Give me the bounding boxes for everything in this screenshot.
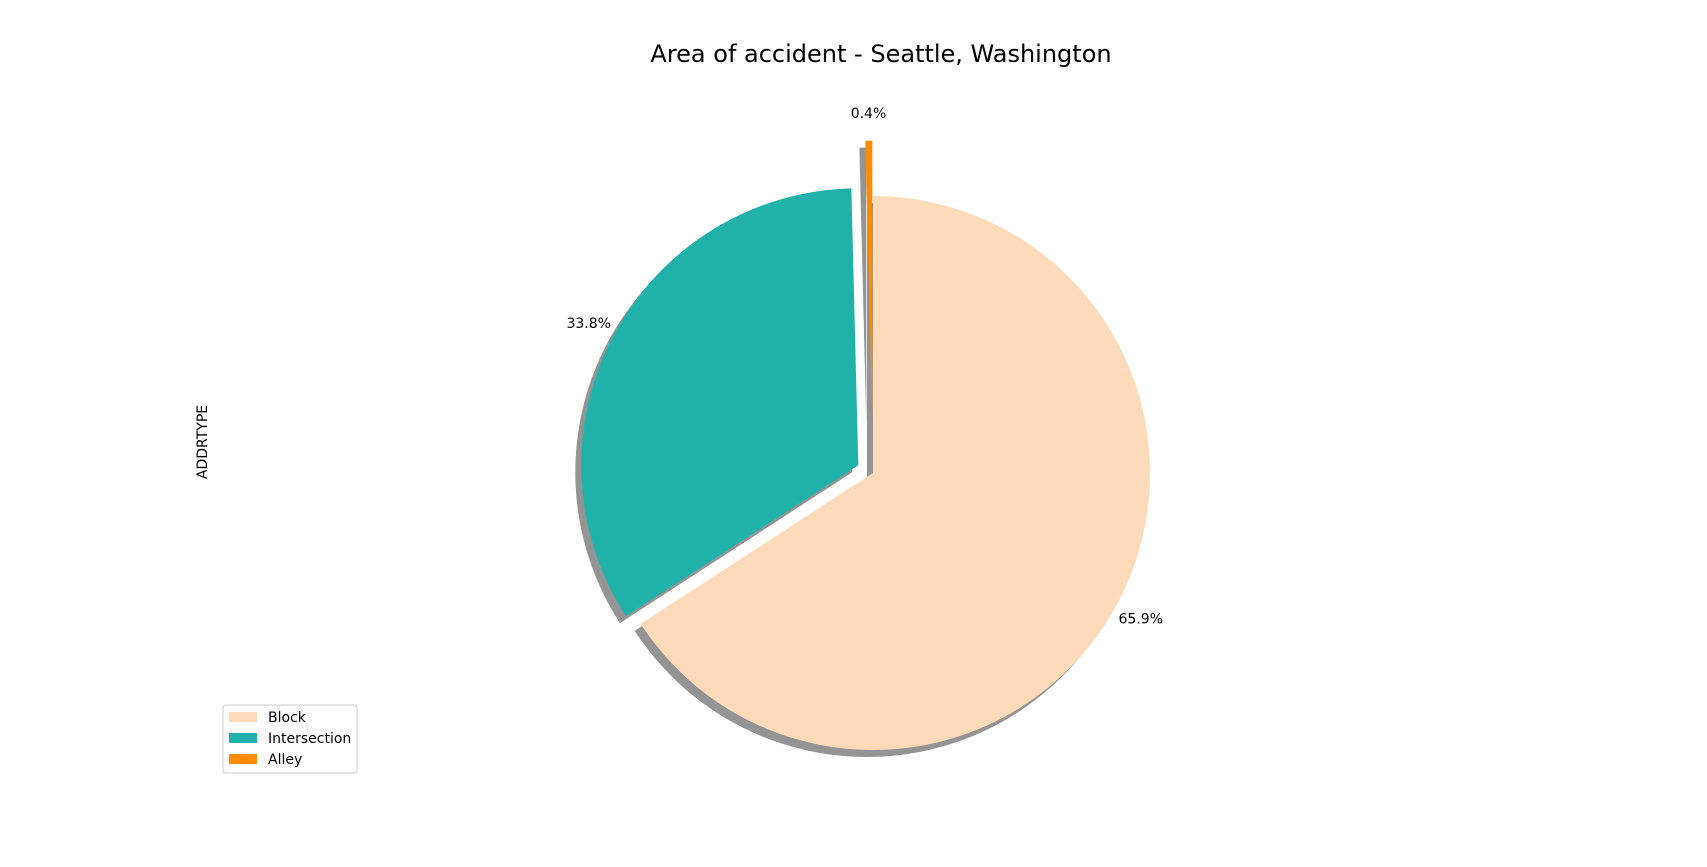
- y-axis-label: ADDRTYPE: [195, 405, 211, 479]
- legend: Block Intersection Alley: [222, 704, 358, 774]
- percent-label-alley: 0.4%: [851, 106, 887, 122]
- percent-labels: 65.9% 33.8% 0.4%: [566, 106, 1163, 627]
- pie-slice-intersection: [581, 188, 859, 617]
- legend-swatch-block: [229, 712, 257, 722]
- slice-shadow-alley: [859, 147, 867, 425]
- legend-item-intersection: Intersection: [229, 731, 351, 747]
- pie-slices: [581, 140, 1151, 751]
- legend-item-alley: Alley: [229, 752, 302, 768]
- legend-swatch-alley: [229, 754, 257, 764]
- percent-label-intersection: 33.8%: [566, 316, 610, 332]
- chart-title: Area of accident - Seattle, Washington: [650, 40, 1111, 68]
- pie-slice-block: [640, 196, 1151, 751]
- legend-item-block: Block: [229, 710, 307, 726]
- legend-label-alley: Alley: [268, 752, 302, 768]
- legend-label-intersection: Intersection: [268, 731, 351, 747]
- legend-label-block: Block: [268, 710, 307, 726]
- legend-swatch-intersection: [229, 733, 257, 743]
- pie-slice-alley: [865, 140, 873, 418]
- percent-label-block: 65.9%: [1119, 611, 1163, 627]
